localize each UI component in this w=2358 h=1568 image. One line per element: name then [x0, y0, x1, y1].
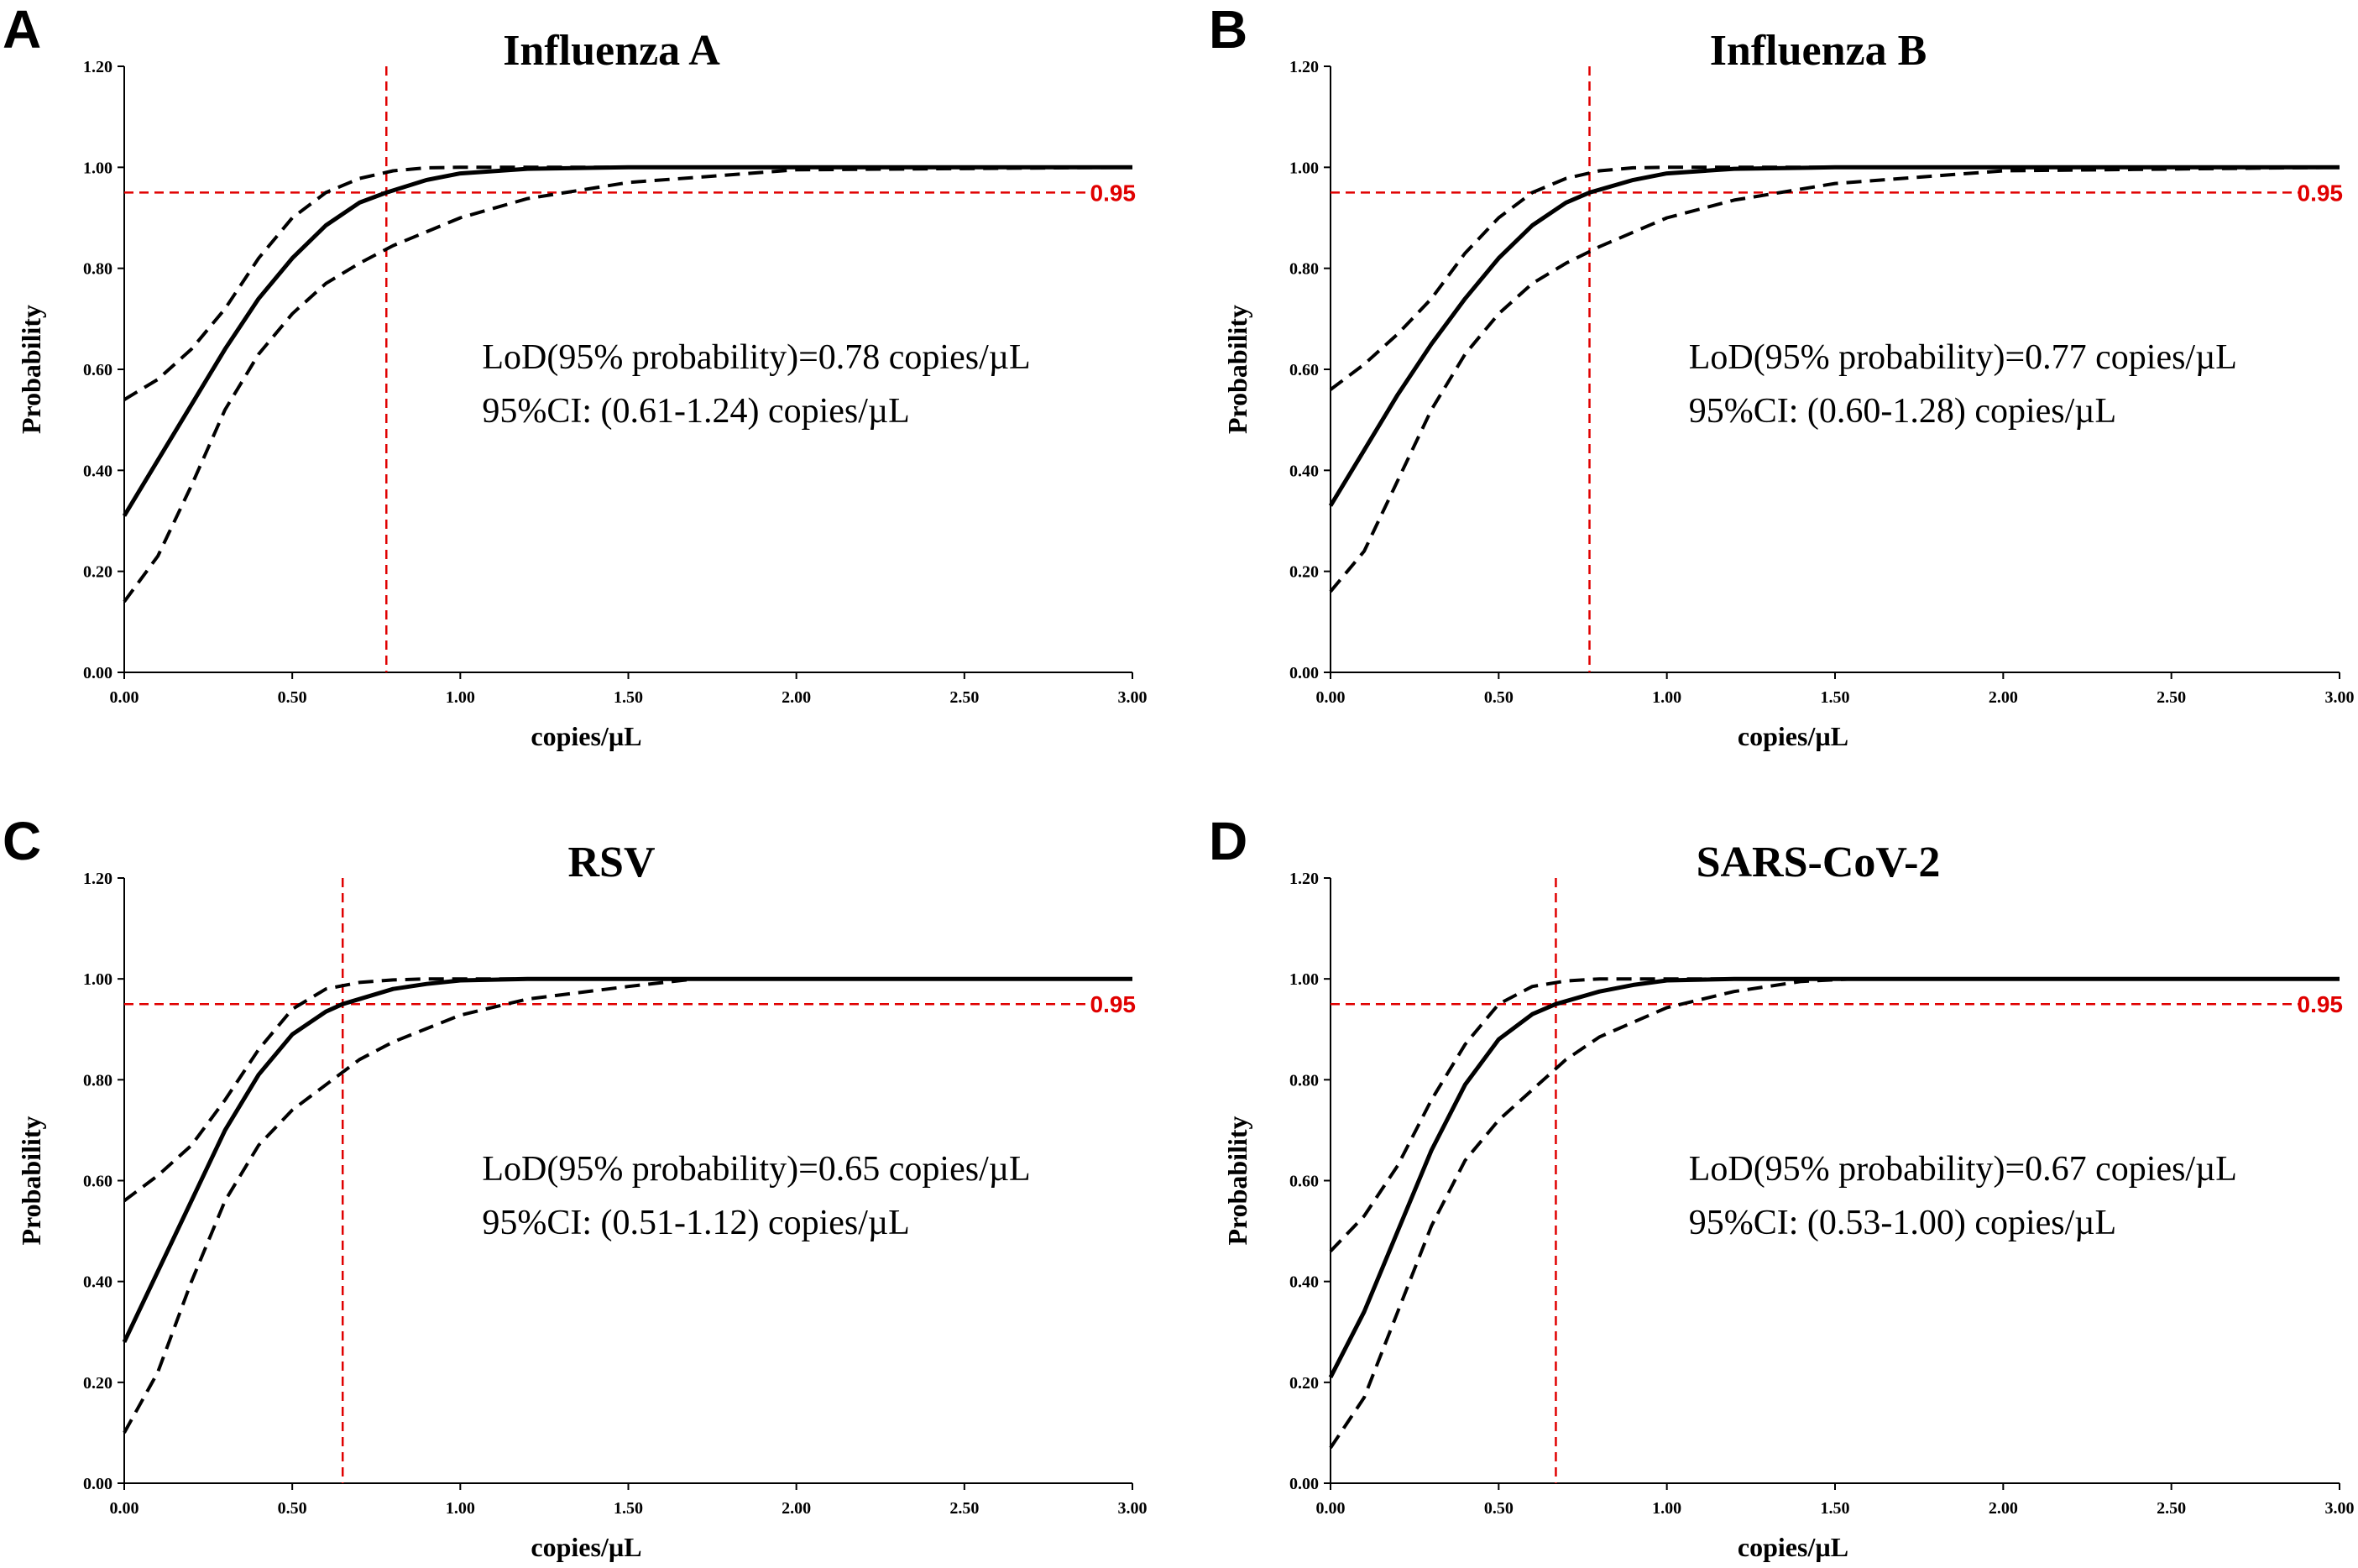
x-tick-label: 3.00: [1118, 1499, 1148, 1518]
x-axis-title: copies/µL: [1738, 721, 1848, 751]
x-tick-label: 1.50: [614, 688, 643, 707]
chart-title: Influenza B: [1710, 27, 1927, 75]
y-tick-label: 1.00: [83, 159, 112, 177]
x-tick-label: 0.50: [278, 688, 307, 707]
curve-lower: [1329, 165, 2340, 593]
y-tick-label: 0.40: [1289, 1273, 1319, 1292]
x-tick-label: 2.00: [1989, 688, 2018, 707]
y-tick-label: 0.00: [83, 664, 112, 682]
y-tick-label: 1.20: [1289, 870, 1319, 888]
y-tick-label: 0.20: [83, 1374, 112, 1393]
curve-fit: [122, 976, 1132, 1343]
curve-upper: [1329, 165, 2340, 391]
annotation-line: 95%CI: (0.61-1.24) copies/µL: [482, 392, 909, 431]
y-tick-label: 0.80: [1289, 260, 1319, 279]
curve-upper: [123, 977, 1132, 1203]
curve-lower: [1329, 977, 2340, 1450]
annotation-line: 95%CI: (0.53-1.00) copies/µL: [1689, 1204, 2116, 1242]
y-tick-label: 1.00: [83, 970, 112, 989]
y-tick-label: 0.60: [83, 1173, 112, 1191]
x-tick-label: 0.50: [278, 1499, 307, 1518]
y-tick-label: 1.20: [83, 58, 112, 76]
x-tick-label: 2.50: [949, 688, 979, 707]
x-tick-label: 1.50: [1821, 1499, 1850, 1518]
y-tick-label: 0.20: [1289, 563, 1319, 582]
x-tick-label: 1.50: [1821, 688, 1850, 707]
x-tick-label: 0.50: [1484, 688, 1514, 707]
x-tick-label: 1.00: [1652, 688, 1681, 707]
x-tick-label: 2.50: [949, 1499, 979, 1518]
curve-upper: [1329, 977, 2340, 1252]
x-tick-label: 1.00: [446, 1499, 475, 1518]
x-tick-label: 0.00: [110, 688, 139, 707]
threshold-label: 0.95: [2298, 991, 2344, 1017]
annotation-line: LoD(95% probability)=0.78 copies/µL: [482, 338, 1030, 377]
annotation-line: LoD(95% probability)=0.67 copies/µL: [1689, 1150, 2237, 1189]
x-tick-label: 1.00: [1652, 1499, 1681, 1518]
y-tick-label: 0.40: [83, 1273, 112, 1292]
x-tick-label: 0.00: [1316, 688, 1346, 707]
x-tick-label: 3.00: [2325, 1499, 2355, 1518]
curve-upper: [123, 165, 1132, 401]
y-tick-label: 0.20: [1289, 1374, 1319, 1393]
x-tick-label: 0.00: [110, 1499, 139, 1518]
annotation-line: LoD(95% probability)=0.77 copies/µL: [1689, 338, 2237, 377]
y-tick-label: 0.60: [1289, 1173, 1319, 1191]
x-tick-label: 2.00: [782, 688, 811, 707]
y-tick-label: 0.80: [83, 260, 112, 279]
y-tick-label: 1.00: [1289, 970, 1319, 989]
y-tick-label: 0.40: [83, 462, 112, 480]
panel-label: C: [3, 811, 41, 871]
threshold-label: 0.95: [1090, 991, 1137, 1017]
y-tick-label: 0.80: [83, 1071, 112, 1090]
y-tick-label: 0.40: [1289, 462, 1319, 480]
annotation-line: LoD(95% probability)=0.65 copies/µL: [482, 1150, 1030, 1189]
threshold-label: 0.95: [2298, 180, 2344, 206]
x-tick-label: 2.00: [1989, 1499, 2018, 1518]
y-tick-label: 0.00: [1289, 664, 1319, 682]
curve-lower: [123, 165, 1133, 603]
chart-panel-b: B Influenza B 0.00 0.20 0.40 0.60 0.80 1.00 1.20…: [1209, 0, 2355, 751]
y-tick-label: 0.00: [83, 1475, 112, 1493]
y-tick-label: 0.60: [83, 361, 112, 379]
x-tick-label: 0.50: [1484, 1499, 1514, 1518]
x-tick-label: 2.50: [2157, 1499, 2186, 1518]
panel-label: D: [1209, 811, 1247, 871]
curve-fit: [1328, 165, 2340, 507]
chart-title: SARS-CoV-2: [1697, 839, 1941, 886]
y-tick-label: 0.20: [83, 563, 112, 582]
x-tick-label: 3.00: [2325, 688, 2355, 707]
y-tick-label: 1.20: [1289, 58, 1319, 76]
x-tick-label: 3.00: [1118, 688, 1148, 707]
chart-panel-a: A Influenza A 0.00 0.20 0.40 0.60 0.80 1.00 1.20…: [3, 0, 1148, 751]
chart-title: Influenza A: [503, 27, 720, 75]
y-tick-label: 1.20: [83, 870, 112, 888]
threshold-label: 0.95: [1090, 180, 1137, 206]
annotation-line: 95%CI: (0.51-1.12) copies/µL: [482, 1204, 909, 1242]
chart-title: RSV: [567, 839, 655, 886]
y-axis-title: Probability: [1222, 1116, 1252, 1245]
x-tick-label: 1.50: [614, 1499, 643, 1518]
x-tick-label: 2.50: [2157, 688, 2186, 707]
x-axis-title: copies/µL: [1738, 1532, 1848, 1562]
chart-panel-c: C RSV 0.00 0.20 0.40 0.60 0.80 1.00 1.20 0.00 0.50…: [3, 811, 1148, 1562]
y-tick-label: 1.00: [1289, 159, 1319, 177]
x-tick-label: 0.00: [1316, 1499, 1346, 1518]
x-axis-title: copies/µL: [531, 1532, 641, 1562]
x-axis-title: copies/µL: [531, 721, 641, 751]
y-axis-title: Probability: [1222, 305, 1252, 434]
chart-panel-d: D SARS-CoV-2 0.00 0.20 0.40 0.60 0.80 1.00 1.20 0…: [1209, 811, 2355, 1562]
curve-lower: [123, 977, 1132, 1434]
y-tick-label: 0.60: [1289, 361, 1319, 379]
y-axis-title: Probability: [16, 305, 46, 434]
x-tick-label: 2.00: [782, 1499, 811, 1518]
y-tick-label: 0.80: [1289, 1071, 1319, 1090]
panel-label: B: [1209, 0, 1247, 60]
x-tick-label: 1.00: [446, 688, 475, 707]
y-axis-title: Probability: [16, 1116, 46, 1245]
annotation-line: 95%CI: (0.60-1.28) copies/µL: [1689, 392, 2116, 431]
panel-label: A: [3, 0, 41, 60]
y-tick-label: 0.00: [1289, 1475, 1319, 1493]
